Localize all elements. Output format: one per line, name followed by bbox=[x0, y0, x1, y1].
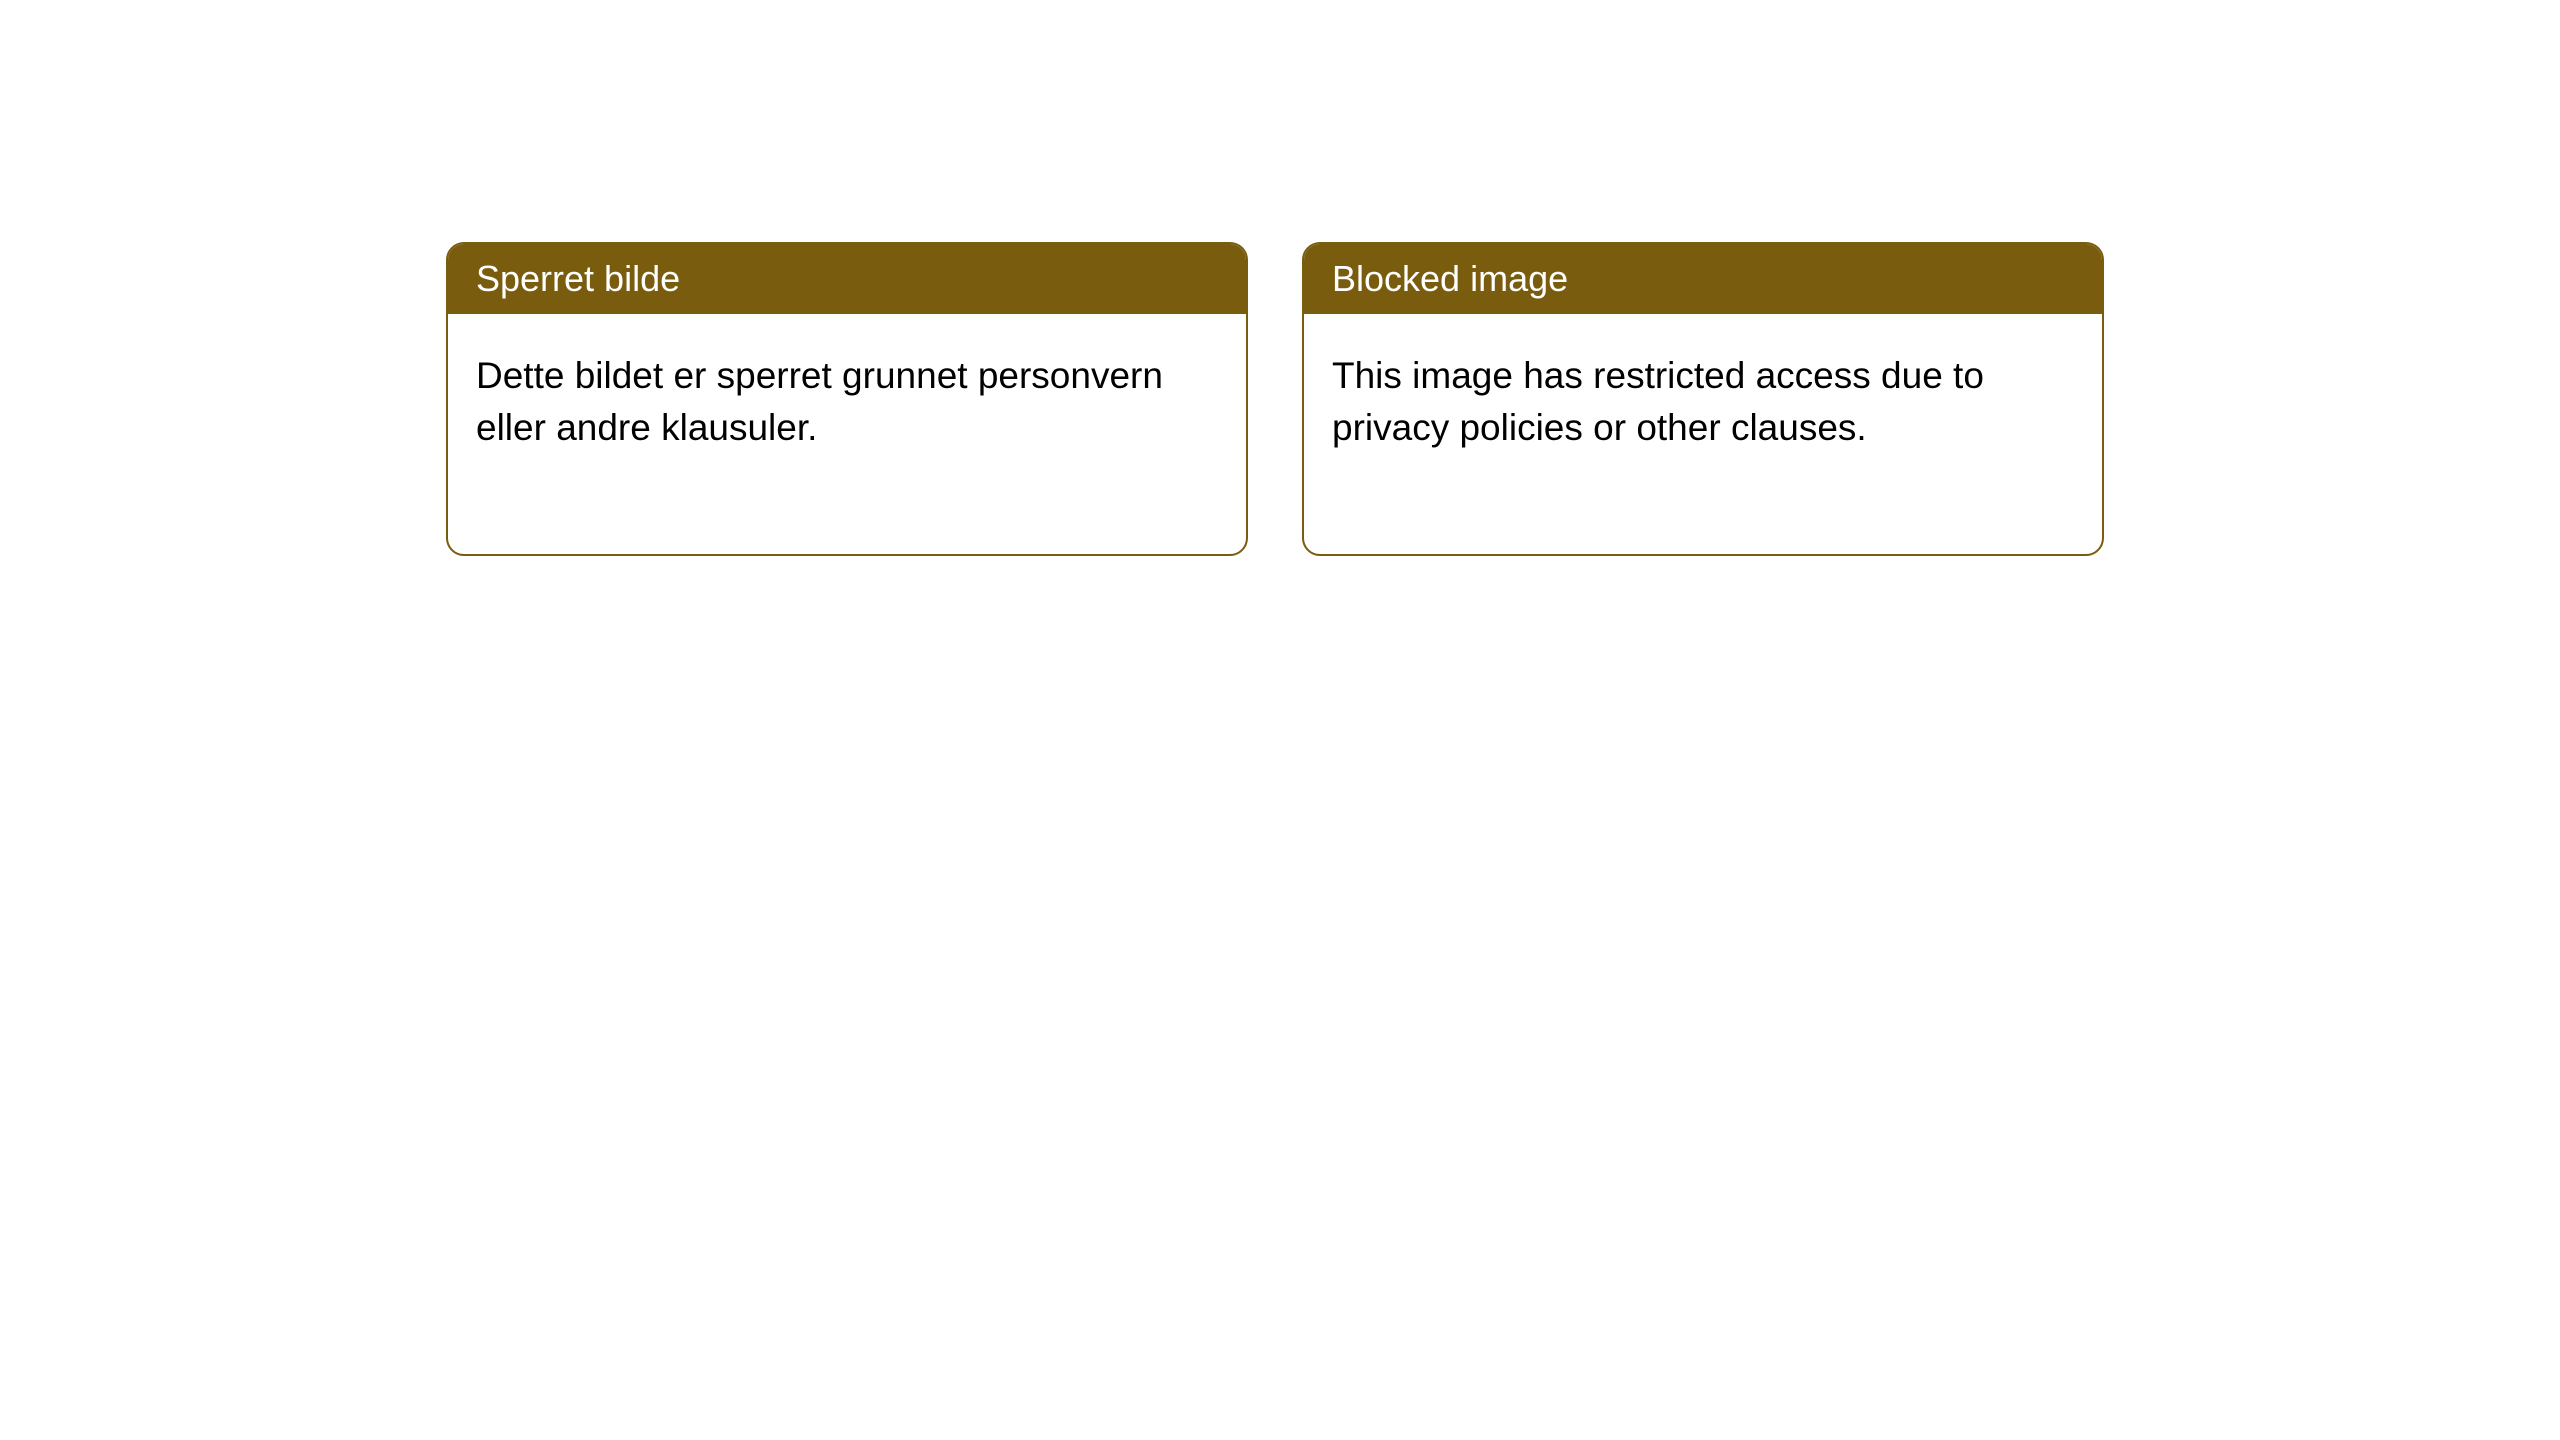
notice-header: Blocked image bbox=[1304, 244, 2102, 314]
notice-container: Sperret bilde Dette bildet er sperret gr… bbox=[446, 242, 2104, 556]
notice-body: This image has restricted access due to … bbox=[1304, 314, 2102, 554]
notice-card-norwegian: Sperret bilde Dette bildet er sperret gr… bbox=[446, 242, 1248, 556]
notice-card-english: Blocked image This image has restricted … bbox=[1302, 242, 2104, 556]
notice-body: Dette bildet er sperret grunnet personve… bbox=[448, 314, 1246, 554]
notice-header: Sperret bilde bbox=[448, 244, 1246, 314]
